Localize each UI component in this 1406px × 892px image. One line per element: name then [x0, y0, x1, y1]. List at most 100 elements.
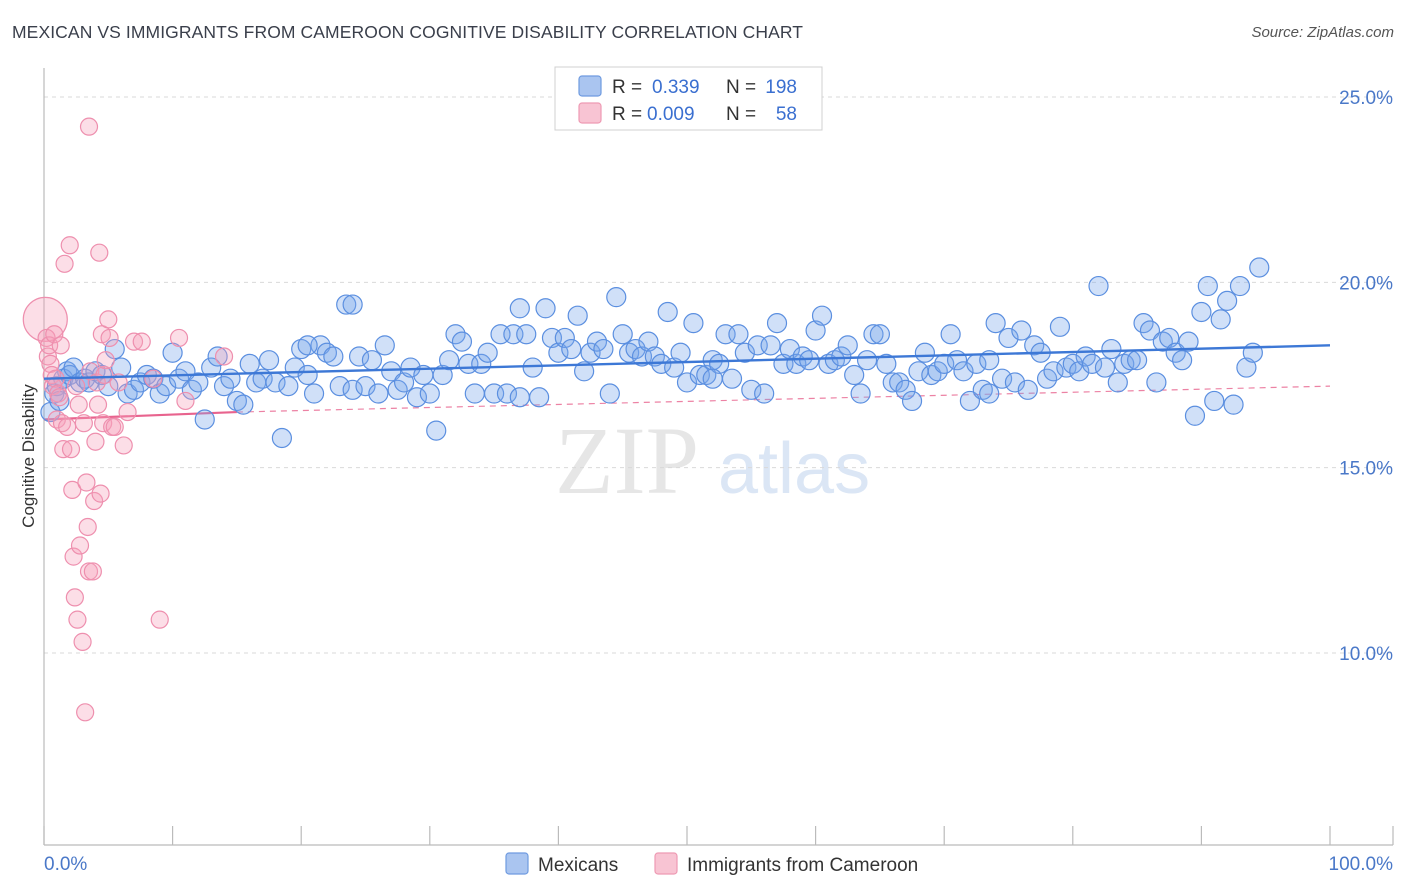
mexicans-point: [580, 342, 601, 363]
mexicans-point: [901, 390, 923, 412]
y-tick-label-20: 20.0%: [1339, 273, 1393, 294]
cameroon-point: [118, 402, 137, 422]
mexicans-point: [451, 331, 473, 352]
cameroon-point: [77, 473, 96, 492]
mexicans-point: [271, 427, 293, 449]
mexicans-point: [972, 379, 993, 400]
mexicans-point: [1126, 350, 1148, 371]
mexicans-point: [1088, 275, 1109, 297]
mexicans-point: [432, 364, 453, 386]
mexicans-point: [702, 368, 723, 389]
mexicans-point: [522, 357, 543, 378]
y-tick-labels: 10.0% 15.0% 20.0% 25.0%: [1339, 88, 1393, 665]
mexicans-point: [509, 298, 530, 319]
y-tick-label-25: 25.0%: [1339, 88, 1393, 109]
stats-legend: R = 0.339 N = 198 R = 0.009 N = 58: [554, 66, 823, 131]
mexicans-point: [554, 327, 575, 349]
mexicans-point: [895, 379, 916, 400]
cameroon-point: [73, 632, 92, 651]
cameroon-point: [70, 536, 90, 555]
mexicans-point: [876, 353, 897, 374]
mexicans-point: [1249, 257, 1270, 278]
cameroon-point: [169, 328, 189, 348]
mexicans-point: [696, 364, 717, 386]
mexicans-point: [516, 324, 537, 345]
mexicans-point: [1236, 357, 1257, 378]
mexicans-point: [709, 353, 730, 374]
cameroon-point: [95, 365, 114, 385]
mexicans-point: [316, 342, 338, 363]
mexicans-point: [201, 357, 222, 378]
x-tick-label-100: 100.0%: [1329, 854, 1394, 875]
mexicans-point: [561, 338, 582, 360]
mexicans-point: [754, 383, 775, 404]
cameroon-point: [150, 610, 169, 629]
mexicans-point: [670, 342, 691, 363]
mexicans-point: [657, 301, 678, 323]
mexicans-point: [824, 350, 845, 371]
legend-n-label-2: N =: [726, 104, 756, 125]
cameroon-point: [100, 328, 119, 348]
mexicans-point: [329, 376, 350, 397]
x-tick-label-0: 0.0%: [44, 854, 87, 875]
mexicans-point: [1178, 331, 1199, 352]
cameroon-point: [144, 369, 163, 388]
mexicans-point: [921, 364, 942, 386]
mexicans-point: [361, 350, 383, 371]
mexicans-point: [991, 368, 1013, 389]
mexicans-point: [303, 383, 325, 404]
legend-r-label-1: R =: [612, 77, 642, 98]
mexicans-point: [188, 372, 209, 393]
cameroon-point: [96, 351, 115, 370]
legend-r-label-2: R =: [612, 104, 642, 125]
cameroon-point: [22, 296, 68, 342]
mexicans-point: [574, 361, 595, 382]
mexicans-point: [1056, 357, 1077, 378]
cameroon-point: [76, 703, 95, 722]
mexicans-point: [760, 335, 781, 356]
cameroon-trend-group: [43, 385, 1331, 421]
mexicans-point: [1204, 390, 1225, 412]
mexicans-point: [496, 383, 518, 404]
mexicans-point: [831, 346, 852, 367]
cameroon-trend-line: [43, 410, 237, 421]
mexicans-point: [1049, 316, 1071, 337]
cameroon-point: [105, 417, 124, 436]
mexicans-point: [721, 368, 743, 389]
mexicans-point: [143, 368, 164, 389]
cameroon-point: [69, 395, 88, 414]
mexicans-point: [258, 350, 280, 371]
mexicans-point: [734, 342, 755, 363]
mexicans-point: [844, 364, 865, 386]
mexicans-point: [393, 372, 415, 393]
mexicans-point: [979, 383, 1000, 404]
cameroon-point: [79, 562, 99, 581]
cameroon-point: [60, 236, 79, 255]
bottom-swatch-cameroon: [654, 852, 678, 875]
mexicans-point: [1223, 394, 1244, 415]
mexicans-point: [342, 294, 363, 315]
mexicans-point: [593, 338, 614, 360]
bottom-legend-cameroon: Immigrants from Cameroon: [687, 855, 918, 876]
mexicans-point: [374, 335, 395, 356]
mexicans-point: [1217, 290, 1238, 311]
mexicans-point: [1107, 372, 1128, 393]
mexicans-point: [355, 376, 376, 397]
mexicans-point: [1210, 309, 1231, 330]
mexicans-point: [606, 287, 627, 308]
mexicans-point: [323, 346, 344, 367]
mexicans-point: [1004, 372, 1026, 393]
mexicans-point: [477, 342, 498, 363]
cameroon-point: [51, 336, 70, 355]
y-tick-label-10: 10.0%: [1339, 644, 1393, 665]
mexicans-point: [805, 320, 826, 341]
mexicans-point: [406, 387, 428, 408]
mexicans-point: [1152, 331, 1173, 352]
mexicans-point: [850, 383, 871, 404]
mexicans-point: [1197, 275, 1218, 297]
watermark-zip: ZIP: [555, 407, 699, 514]
cameroon-point: [214, 347, 234, 366]
mexicans-point: [1172, 350, 1193, 371]
mexicans-point: [291, 338, 312, 360]
